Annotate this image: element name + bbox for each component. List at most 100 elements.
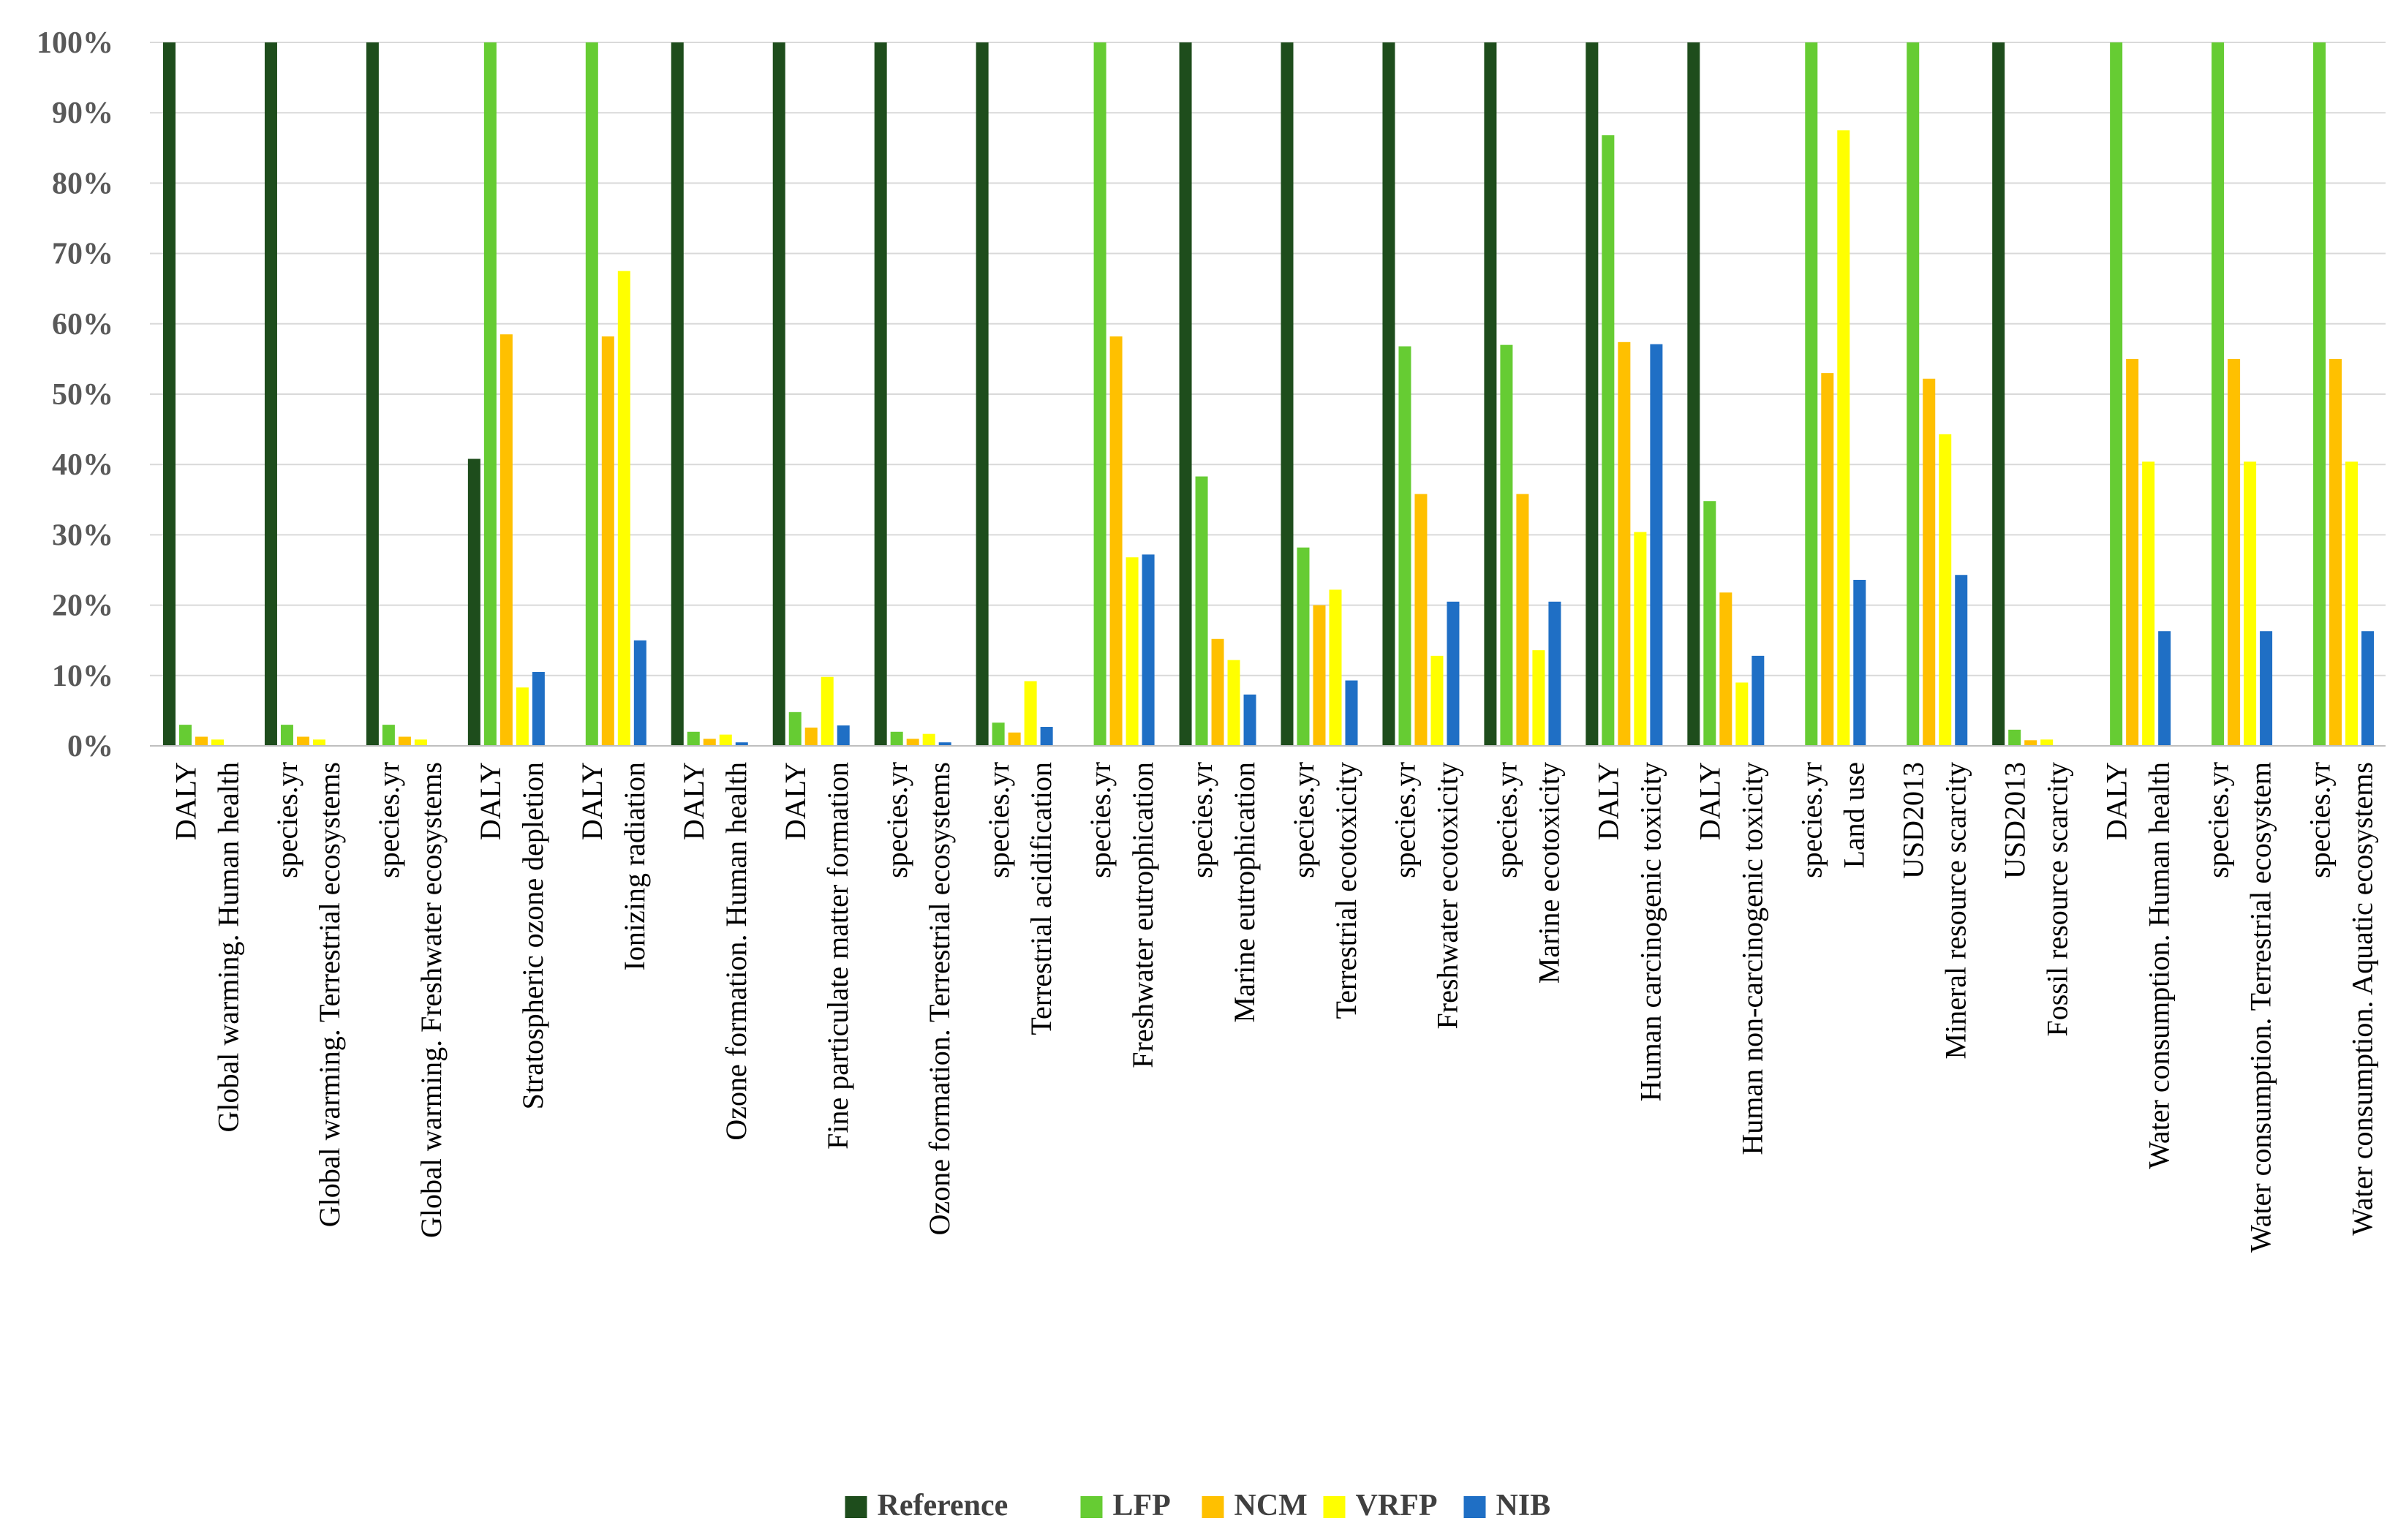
bar-nib-11 [1345, 680, 1358, 746]
category-label: species.yr Marine ecotoxicity [1490, 762, 1566, 984]
bar-vrfp-2 [414, 739, 427, 746]
bar-vrfp-21 [2345, 461, 2359, 746]
bar-vrfp-5 [719, 734, 732, 746]
bar-reference-15 [1687, 42, 1700, 746]
category-unit: DALY [1694, 762, 1727, 840]
y-tick-label: 30% [52, 518, 113, 552]
bar-ncm-21 [2329, 358, 2342, 746]
bar-vrfp-4 [617, 271, 630, 746]
bar-ncm-11 [1313, 605, 1326, 746]
bar-nib-3 [532, 671, 545, 746]
bar-vrfp-14 [1634, 532, 1647, 746]
bar-reference-14 [1586, 42, 1599, 746]
category-name: Marine ecotoxicity [1533, 762, 1566, 984]
category-name: Freshwater eutrophication [1126, 762, 1159, 1068]
category-unit: DALY [2100, 762, 2133, 840]
legend-swatch-nib [1463, 1496, 1486, 1518]
y-tick-label: 10% [52, 660, 113, 693]
category-unit: species.yr [982, 762, 1015, 878]
bar-lfp-13 [1500, 344, 1513, 746]
category-label: species.yr Water consumption. Terrestrial… [2201, 762, 2277, 1253]
category-name: Marine eutrophication [1228, 762, 1261, 1023]
bar-nib-21 [2361, 631, 2375, 746]
bar-reference-10 [1179, 42, 1192, 746]
bar-lfp-7 [890, 731, 903, 746]
category-unit: DALY [779, 762, 812, 840]
bar-ncm-18 [2024, 740, 2037, 746]
category-unit: DALY [169, 762, 202, 840]
bar-lfp-18 [2008, 729, 2021, 746]
category-unit: species.yr [1490, 762, 1523, 878]
bar-nib-9 [1142, 554, 1155, 746]
bar-vrfp-19 [2142, 461, 2155, 746]
legend-label-vrfp: VRFP [1356, 1489, 1438, 1522]
gridlines [150, 42, 2386, 747]
category-unit: DALY [1592, 762, 1625, 840]
bar-ncm-19 [2126, 358, 2139, 746]
bar-reference-3 [467, 458, 480, 746]
bar-vrfp-18 [2040, 739, 2054, 746]
bar-nib-20 [2260, 631, 2273, 746]
category-unit: species.yr [1389, 762, 1422, 878]
bar-nib-17 [1955, 575, 1968, 746]
bar-ncm-1 [296, 736, 309, 746]
bar-nib-5 [735, 742, 748, 746]
y-tick-label: 50% [52, 378, 113, 412]
y-axis-tick-labels: 0% 10% 20% 30% 40% 50% 60% 70% 80% 90% 100% [37, 26, 113, 763]
category-name: Human carcinogenic toxicity [1635, 762, 1667, 1101]
category-unit: species.yr [2201, 762, 2234, 878]
bar-ncm-15 [1719, 592, 1732, 746]
category-name: Water consumption. Terrestrial ecosystem [2244, 762, 2277, 1253]
category-name: Water consumption. Aquatic ecosystems [2345, 762, 2378, 1236]
bar-ncm-3 [499, 334, 513, 747]
bar-nib-16 [1853, 579, 1866, 746]
bar-ncm-7 [906, 739, 919, 746]
bar-vrfp-7 [922, 733, 935, 746]
category-label: species.yr Global warming. Terrestrial ec… [271, 762, 346, 1227]
bar-lfp-11 [1297, 547, 1310, 746]
category-label: species.yr Water consumption. Aquatic eco… [2303, 762, 2378, 1236]
bars [163, 42, 2375, 747]
category-label: USD2013 Fossil resource scarcity [1998, 762, 2073, 1036]
legend-swatch-ncm [1202, 1496, 1224, 1518]
category-label: DALY Fine particulate matter formation [779, 762, 854, 1150]
legend-label-ncm: NCM [1234, 1489, 1308, 1522]
bar-ncm-8 [1008, 732, 1021, 746]
y-tick-label: 40% [52, 448, 113, 482]
bar-reference-12 [1382, 42, 1395, 746]
bar-vrfp-16 [1837, 130, 1850, 746]
bar-lfp-21 [2313, 42, 2326, 746]
bar-nib-13 [1548, 601, 1561, 746]
category-name: Ozone formation. Human health [720, 762, 753, 1141]
category-unit: species.yr [1795, 762, 1828, 878]
bar-lfp-12 [1398, 346, 1411, 747]
category-unit: species.yr [1185, 762, 1218, 878]
category-label: DALY Ozone formation. Human health [677, 762, 753, 1141]
bar-vrfp-0 [211, 739, 224, 746]
bar-vrfp-6 [821, 676, 834, 746]
bar-lfp-4 [585, 42, 598, 746]
legend-swatch-reference [845, 1496, 867, 1518]
category-unit: DALY [474, 762, 507, 840]
category-label: DALY Water consumption. Human health [2100, 762, 2175, 1169]
bar-lfp-17 [1907, 42, 1920, 746]
bar-reference-11 [1281, 42, 1294, 746]
category-label: DALY Human carcinogenic toxicity [1592, 762, 1667, 1101]
bar-vrfp-13 [1532, 650, 1545, 746]
bar-vrfp-10 [1227, 660, 1240, 746]
bar-ncm-9 [1109, 336, 1123, 747]
legend-label-reference: Reference [878, 1489, 1008, 1522]
y-tick-label: 90% [52, 97, 113, 130]
bar-reference-5 [671, 42, 684, 746]
category-label: DALY Ionizing radiation [576, 762, 651, 970]
legend: Reference LFP NCM VRFP NIB [845, 1489, 1550, 1522]
bar-nib-15 [1752, 655, 1765, 746]
bar-reference-0 [163, 42, 176, 746]
bar-reference-1 [264, 42, 277, 746]
bar-vrfp-8 [1024, 681, 1037, 746]
category-name: Stratospheric ozone depletion [516, 762, 549, 1109]
bar-nib-4 [633, 640, 646, 746]
category-name: Fine particulate matter formation [821, 762, 854, 1150]
bar-ncm-20 [2228, 358, 2241, 746]
y-tick-label: 0% [67, 730, 113, 763]
